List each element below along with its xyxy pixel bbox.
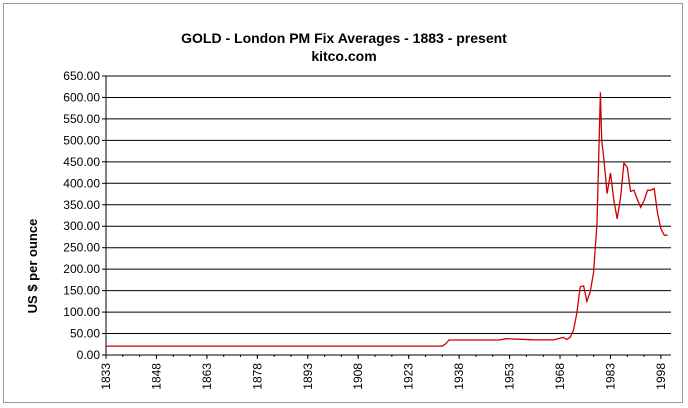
chart-subtitle: kitco.com bbox=[311, 48, 377, 64]
x-tick-label: 1848 bbox=[149, 363, 163, 390]
x-tick-label: 1953 bbox=[503, 363, 517, 390]
y-tick-label: 600.00 bbox=[63, 90, 100, 104]
y-tick-label: 300.00 bbox=[63, 219, 100, 233]
y-tick-label: 450.00 bbox=[63, 155, 100, 169]
x-tick-label: 1833 bbox=[99, 363, 113, 390]
y-tick-label: 200.00 bbox=[63, 262, 100, 276]
gold-price-line bbox=[106, 92, 668, 347]
y-tick-label: 350.00 bbox=[63, 198, 100, 212]
y-tick-label: 100.00 bbox=[63, 305, 100, 319]
y-tick-label: 400.00 bbox=[63, 176, 100, 190]
y-tick-label: 0.00 bbox=[77, 348, 101, 362]
x-tick-label: 1983 bbox=[603, 363, 617, 390]
y-tick-label: 650.00 bbox=[63, 69, 100, 83]
x-tick-label: 1908 bbox=[351, 363, 365, 390]
y-tick-label: 500.00 bbox=[63, 133, 100, 147]
x-tick-label: 1968 bbox=[553, 363, 567, 390]
chart-frame bbox=[3, 3, 683, 403]
x-tick-label: 1878 bbox=[250, 363, 264, 390]
x-tick-label: 1938 bbox=[452, 363, 466, 390]
x-tick-label: 1863 bbox=[200, 363, 214, 390]
chart-title: GOLD - London PM Fix Averages - 1883 - p… bbox=[181, 30, 507, 46]
y-tick-label: 250.00 bbox=[63, 241, 100, 255]
y-tick-label: 150.00 bbox=[63, 284, 100, 298]
x-tick-label: 1893 bbox=[301, 363, 315, 390]
x-tick-label: 1998 bbox=[654, 363, 668, 390]
y-tick-label: 50.00 bbox=[70, 327, 100, 341]
x-tick-label: 1923 bbox=[402, 363, 416, 390]
y-tick-label: 550.00 bbox=[63, 112, 100, 126]
